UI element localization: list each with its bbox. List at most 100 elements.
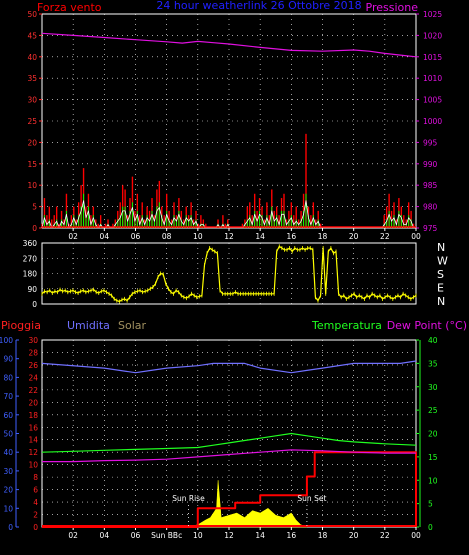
rain-tick-label: 50 xyxy=(3,430,13,439)
temperature-tick-label: 5 xyxy=(428,500,433,509)
rain-tick-label: 20 xyxy=(3,486,13,495)
direction-tick-label: 180 xyxy=(23,270,38,279)
wind-tick-label: 25 xyxy=(27,117,37,126)
humidity-tick-label: 28 xyxy=(28,348,38,357)
wind-panel-frame xyxy=(41,13,417,229)
temperature-tick-label: 35 xyxy=(428,359,438,368)
humidity-tick-label: 20 xyxy=(28,398,38,407)
chart-title: 24 hour weatherlink 26 Ottobre 2018 xyxy=(156,0,361,12)
wind-tick-label: 40 xyxy=(27,53,37,62)
wind-tick-label: 45 xyxy=(27,31,37,40)
rain-tick-label: 60 xyxy=(3,411,13,420)
temperature-tick-label: 25 xyxy=(428,406,438,415)
humidity-tick-label: 16 xyxy=(28,423,38,432)
dewpoint-axis-label: Dew Point (°C) xyxy=(387,319,467,332)
weather-x-tick-label: 06 xyxy=(131,531,141,540)
wind-x-tick-label: 00 xyxy=(411,232,421,241)
pressure-tick-label: 990 xyxy=(423,160,438,169)
pressure-tick-label: 1020 xyxy=(423,31,442,40)
weather-x-tick-label: 20 xyxy=(349,531,359,540)
wind-tick-label: 0 xyxy=(32,224,37,233)
direction-tick-label: 360 xyxy=(23,239,38,248)
weather-x-tick-label: 04 xyxy=(100,531,110,540)
wind-x-tick-label: 22 xyxy=(380,232,390,241)
wind-x-tick-label: 02 xyxy=(68,232,78,241)
pressure-axis-label: Pressione xyxy=(366,1,419,14)
humidity-tick-label: 24 xyxy=(28,373,38,382)
wind-x-tick-label: 20 xyxy=(349,232,359,241)
humidity-tick-label: 0 xyxy=(33,523,38,532)
wind-x-tick-label: 12 xyxy=(224,232,234,241)
weather-x-tick-label: 00 xyxy=(411,531,421,540)
temperature-tick-label: 40 xyxy=(428,336,438,345)
humidity-axis-label: Umidita xyxy=(67,319,110,332)
rain-axis-label: Pioggia xyxy=(1,319,41,332)
direction-tick-label: 270 xyxy=(23,254,38,263)
rain-line xyxy=(42,451,417,528)
temperature-tick-label: 10 xyxy=(428,476,438,485)
rain-tick-label: 100 xyxy=(0,336,13,345)
sun-set-label: Sun Set xyxy=(297,494,326,503)
wind-x-tick-label: 14 xyxy=(255,232,265,241)
humidity-tick-label: 2 xyxy=(33,511,38,520)
humidity-tick-label: 26 xyxy=(28,361,38,370)
wind-tick-label: 15 xyxy=(27,160,37,169)
pressure-tick-label: 1000 xyxy=(423,117,442,126)
weather-x-tick-label: 12 xyxy=(224,531,234,540)
humidity-tick-label: 8 xyxy=(33,473,38,482)
humidity-line xyxy=(41,360,417,374)
wind-x-tick-label: 08 xyxy=(162,232,172,241)
wind-x-tick-label: 18 xyxy=(318,232,328,241)
wind-x-tick-label: 04 xyxy=(100,232,110,241)
temperature-axis-label: Temperatura xyxy=(311,319,382,332)
wind-tick-label: 5 xyxy=(32,203,37,212)
humidity-tick-label: 30 xyxy=(28,336,38,345)
compass-label: W xyxy=(437,255,448,268)
pressure-tick-label: 975 xyxy=(423,224,438,233)
wind-tick-label: 50 xyxy=(27,10,37,19)
humidity-tick-label: 14 xyxy=(28,436,38,445)
rain-tick-label: 30 xyxy=(3,467,13,476)
humidity-tick-label: 18 xyxy=(28,411,38,420)
pressure-tick-label: 985 xyxy=(423,181,438,190)
temperature-line xyxy=(41,432,417,453)
pressure-tick-label: 1005 xyxy=(423,96,442,105)
wind-x-tick-label: 10 xyxy=(193,232,203,241)
solar-area xyxy=(188,480,307,528)
solar-axis-label: Solar xyxy=(118,319,147,332)
humidity-tick-label: 22 xyxy=(28,386,38,395)
direction-tick-label: 90 xyxy=(27,285,37,294)
compass-label: S xyxy=(437,268,444,281)
pressure-tick-label: 1025 xyxy=(423,10,442,19)
compass-label: N xyxy=(437,295,445,308)
humidity-tick-label: 10 xyxy=(28,461,38,470)
pressure-tick-label: 980 xyxy=(423,203,438,212)
weather-x-tick-label: 10 xyxy=(193,531,203,540)
compass-label: N xyxy=(437,241,445,254)
wind-tick-label: 20 xyxy=(27,138,37,147)
pressure-tick-label: 995 xyxy=(423,138,438,147)
rain-tick-label: 70 xyxy=(3,392,13,401)
rain-tick-label: 80 xyxy=(3,373,13,382)
humidity-tick-label: 6 xyxy=(33,486,38,495)
dewpoint-line xyxy=(42,449,416,463)
temperature-tick-label: 30 xyxy=(428,383,438,392)
pressure-line xyxy=(41,32,417,58)
wind-tick-label: 10 xyxy=(27,181,37,190)
wind-tick-label: 35 xyxy=(27,74,37,83)
temperature-tick-label: 20 xyxy=(428,430,438,439)
weather-x-tick-label: 18 xyxy=(318,531,328,540)
rain-tick-label: 40 xyxy=(3,448,13,457)
weather-x-tick-label: 14 xyxy=(255,531,265,540)
weather-x-tick-label: Sun BBc xyxy=(151,531,182,540)
rain-tick-label: 0 xyxy=(8,523,13,532)
weather-x-tick-label: 02 xyxy=(68,531,78,540)
rain-tick-label: 10 xyxy=(3,504,13,513)
humidity-tick-label: 12 xyxy=(28,448,38,457)
compass-label: E xyxy=(437,282,444,295)
wind-tick-label: 30 xyxy=(27,96,37,105)
pressure-tick-label: 1015 xyxy=(423,53,442,62)
direction-tick-label: 0 xyxy=(32,300,37,309)
temperature-tick-label: 15 xyxy=(428,453,438,462)
